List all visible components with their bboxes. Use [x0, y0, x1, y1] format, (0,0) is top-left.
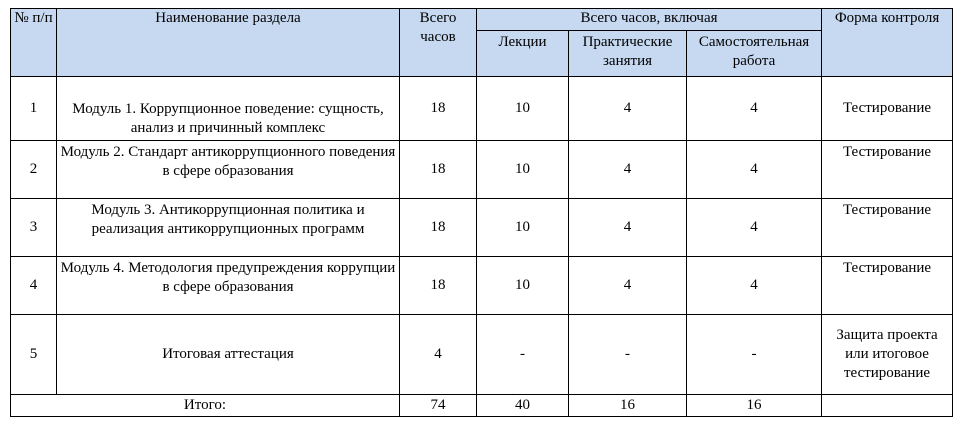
row-control: Тестирование: [821, 140, 954, 199]
row-control: Тестирование: [821, 76, 954, 141]
header-total: Всего часов: [399, 8, 477, 77]
row-lectures: 10: [476, 140, 569, 199]
header-num: № п/п: [10, 8, 57, 77]
row-total: 18: [399, 256, 477, 315]
header-lectures: Лекции: [476, 30, 569, 77]
row-total: 4: [399, 314, 477, 395]
row-control: Тестирование: [821, 256, 954, 315]
row-total: 18: [399, 76, 477, 141]
curriculum-table: № п/п Наименование раздела Всего часов В…: [10, 8, 954, 417]
header-practice: Практические занятия: [568, 30, 687, 77]
table-row: 5 Итоговая аттестация 4 - - - Защита про…: [10, 314, 954, 395]
row-self-work: -: [685, 314, 823, 395]
row-num: 1: [10, 76, 57, 141]
header-control: Форма контроля: [821, 8, 954, 77]
row-self-work: 4: [685, 256, 823, 315]
row-practice: 4: [568, 76, 687, 141]
header-name: Наименование раздела: [56, 8, 400, 77]
row-practice: 4: [568, 140, 687, 199]
totals-self-work: 16: [685, 394, 823, 417]
row-self-work: 4: [685, 140, 823, 199]
row-total: 18: [399, 198, 477, 257]
row-name: Модуль 3. Антикоррупционная политика и р…: [56, 198, 400, 257]
header-including: Всего часов, включая: [475, 8, 823, 31]
totals-lectures: 40: [476, 394, 569, 417]
totals-label: Итого:: [10, 394, 400, 417]
row-lectures: 10: [476, 256, 569, 315]
row-num: 4: [10, 256, 57, 315]
row-num: 2: [10, 140, 57, 199]
row-name: Модуль 4. Методология предупреждения кор…: [56, 256, 400, 315]
row-num: 5: [10, 314, 57, 395]
row-control: Защита проекта или итоговое тестирование: [821, 314, 954, 395]
table-row: 1 Модуль 1. Коррупционное поведение: сущ…: [10, 76, 954, 141]
row-self-work: 4: [685, 76, 823, 141]
row-self-work: 4: [685, 198, 823, 257]
row-name: Модуль 1. Коррупционное поведение: сущно…: [56, 76, 400, 141]
header-self-work: Самостоятельная работа: [685, 30, 823, 77]
table-row: 3 Модуль 3. Антикоррупционная политика и…: [10, 198, 954, 257]
totals-total: 74: [399, 394, 477, 417]
row-num: 3: [10, 198, 57, 257]
totals-row: Итого: 74 40 16 16: [10, 394, 954, 417]
row-total: 18: [399, 140, 477, 199]
table-row: 4 Модуль 4. Методология предупреждения к…: [10, 256, 954, 315]
row-practice: 4: [568, 198, 687, 257]
row-practice: -: [568, 314, 687, 395]
row-practice: 4: [568, 256, 687, 315]
row-lectures: 10: [476, 76, 569, 141]
table-row: 2 Модуль 2. Стандарт антикоррупционного …: [10, 140, 954, 199]
row-control: Тестирование: [821, 198, 954, 257]
row-lectures: -: [476, 314, 569, 395]
row-lectures: 10: [476, 198, 569, 257]
row-name: Итоговая аттестация: [56, 314, 400, 395]
totals-practice: 16: [568, 394, 687, 417]
totals-control: [821, 394, 954, 417]
row-name: Модуль 2. Стандарт антикоррупционного по…: [56, 140, 400, 199]
